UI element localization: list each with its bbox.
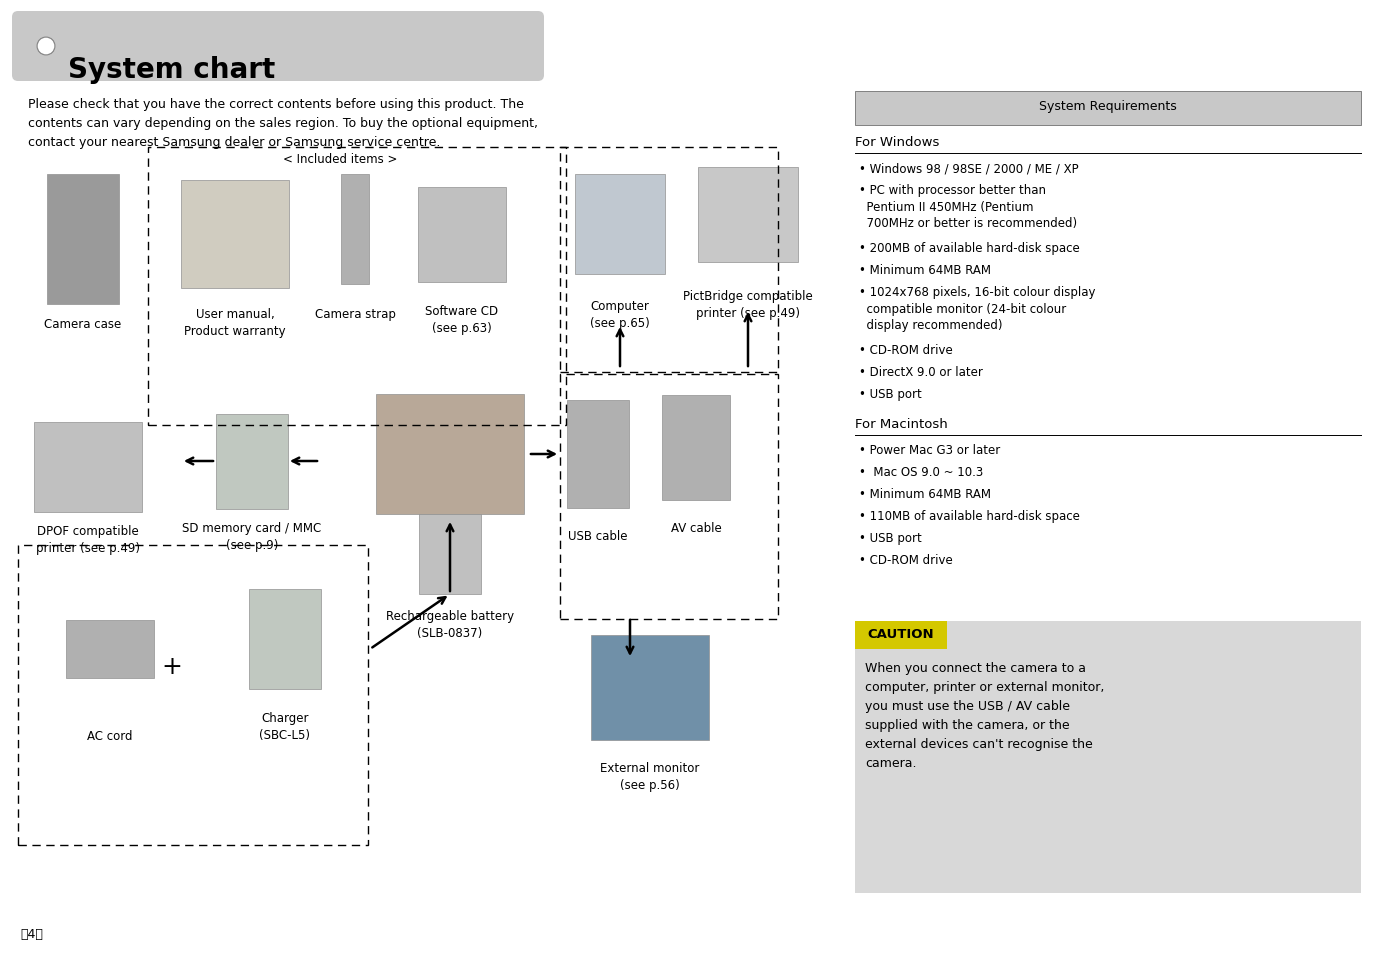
Text: • Windows 98 / 98SE / 2000 / ME / XP: • Windows 98 / 98SE / 2000 / ME / XP bbox=[859, 162, 1079, 174]
Text: Computer
(see p.65): Computer (see p.65) bbox=[590, 299, 650, 330]
Text: •  Mac OS 9.0 ~ 10.3: • Mac OS 9.0 ~ 10.3 bbox=[859, 465, 983, 478]
Bar bbox=[568, 400, 628, 509]
Text: • USB port: • USB port bbox=[859, 532, 921, 544]
Bar bbox=[855, 621, 947, 649]
Bar bbox=[855, 91, 1362, 126]
Text: System Requirements: System Requirements bbox=[1039, 100, 1177, 112]
Text: 〇4〉: 〇4〉 bbox=[19, 927, 43, 940]
Text: For Macintosh: For Macintosh bbox=[855, 417, 947, 431]
Bar bbox=[18, 545, 367, 845]
Bar bbox=[855, 621, 1362, 893]
Text: External monitor
(see p.56): External monitor (see p.56) bbox=[601, 761, 700, 791]
FancyBboxPatch shape bbox=[12, 12, 544, 82]
Text: AC cord: AC cord bbox=[87, 729, 133, 742]
Bar bbox=[574, 174, 666, 274]
Bar bbox=[418, 515, 481, 595]
Text: Camera case: Camera case bbox=[44, 317, 122, 331]
Bar bbox=[376, 395, 523, 515]
Bar bbox=[215, 415, 289, 510]
Bar bbox=[249, 589, 320, 689]
Text: +: + bbox=[162, 655, 182, 679]
Text: < Included items >: < Included items > bbox=[283, 152, 398, 166]
Text: • Minimum 64MB RAM: • Minimum 64MB RAM bbox=[859, 264, 992, 276]
Bar bbox=[591, 636, 708, 740]
Text: CAUTION: CAUTION bbox=[867, 627, 935, 640]
Text: Charger
(SBC-L5): Charger (SBC-L5) bbox=[260, 711, 311, 741]
Text: Software CD
(see p.63): Software CD (see p.63) bbox=[425, 305, 499, 335]
Text: Camera strap: Camera strap bbox=[315, 308, 395, 320]
Text: System chart: System chart bbox=[68, 56, 275, 84]
Text: USB cable: USB cable bbox=[568, 530, 628, 542]
Text: AV cable: AV cable bbox=[671, 521, 721, 535]
Text: • PC with processor better than
  Pentium II 450MHz (Pentium
  700MHz or better : • PC with processor better than Pentium … bbox=[859, 184, 1077, 230]
Circle shape bbox=[37, 38, 55, 56]
Bar bbox=[561, 148, 778, 373]
Bar bbox=[35, 422, 142, 513]
Text: • Power Mac G3 or later: • Power Mac G3 or later bbox=[859, 443, 1000, 456]
Text: • 1024x768 pixels, 16-bit colour display
  compatible monitor (24-bit colour
  d: • 1024x768 pixels, 16-bit colour display… bbox=[859, 286, 1095, 332]
Text: SD memory card / MMC
(see p.9): SD memory card / MMC (see p.9) bbox=[182, 521, 322, 552]
Text: DPOF compatible
printer (see p.49): DPOF compatible printer (see p.49) bbox=[36, 524, 139, 555]
Text: User manual,
Product warranty: User manual, Product warranty bbox=[184, 308, 286, 337]
Text: • Minimum 64MB RAM: • Minimum 64MB RAM bbox=[859, 488, 992, 500]
Text: • 110MB of available hard-disk space: • 110MB of available hard-disk space bbox=[859, 510, 1080, 522]
Bar bbox=[561, 375, 778, 619]
Text: When you connect the camera to a
computer, printer or external monitor,
you must: When you connect the camera to a compute… bbox=[865, 661, 1105, 769]
Text: PictBridge compatible
printer (see p.49): PictBridge compatible printer (see p.49) bbox=[684, 290, 813, 319]
Text: • DirectX 9.0 or later: • DirectX 9.0 or later bbox=[859, 366, 983, 378]
Text: For Windows: For Windows bbox=[855, 136, 939, 149]
Bar bbox=[341, 174, 369, 285]
Bar bbox=[697, 168, 798, 263]
Bar bbox=[181, 181, 289, 289]
Bar bbox=[661, 395, 731, 500]
Text: • 200MB of available hard-disk space: • 200MB of available hard-disk space bbox=[859, 242, 1080, 254]
Text: • CD-ROM drive: • CD-ROM drive bbox=[859, 554, 953, 566]
Text: • CD-ROM drive: • CD-ROM drive bbox=[859, 344, 953, 356]
Bar bbox=[148, 148, 566, 426]
Bar bbox=[47, 174, 119, 305]
Bar bbox=[66, 620, 155, 679]
Bar bbox=[418, 188, 505, 283]
Text: • USB port: • USB port bbox=[859, 388, 921, 400]
Text: Please check that you have the correct contents before using this product. The
c: Please check that you have the correct c… bbox=[28, 98, 539, 149]
Text: Rechargeable battery
(SLB-0837): Rechargeable battery (SLB-0837) bbox=[385, 609, 514, 639]
